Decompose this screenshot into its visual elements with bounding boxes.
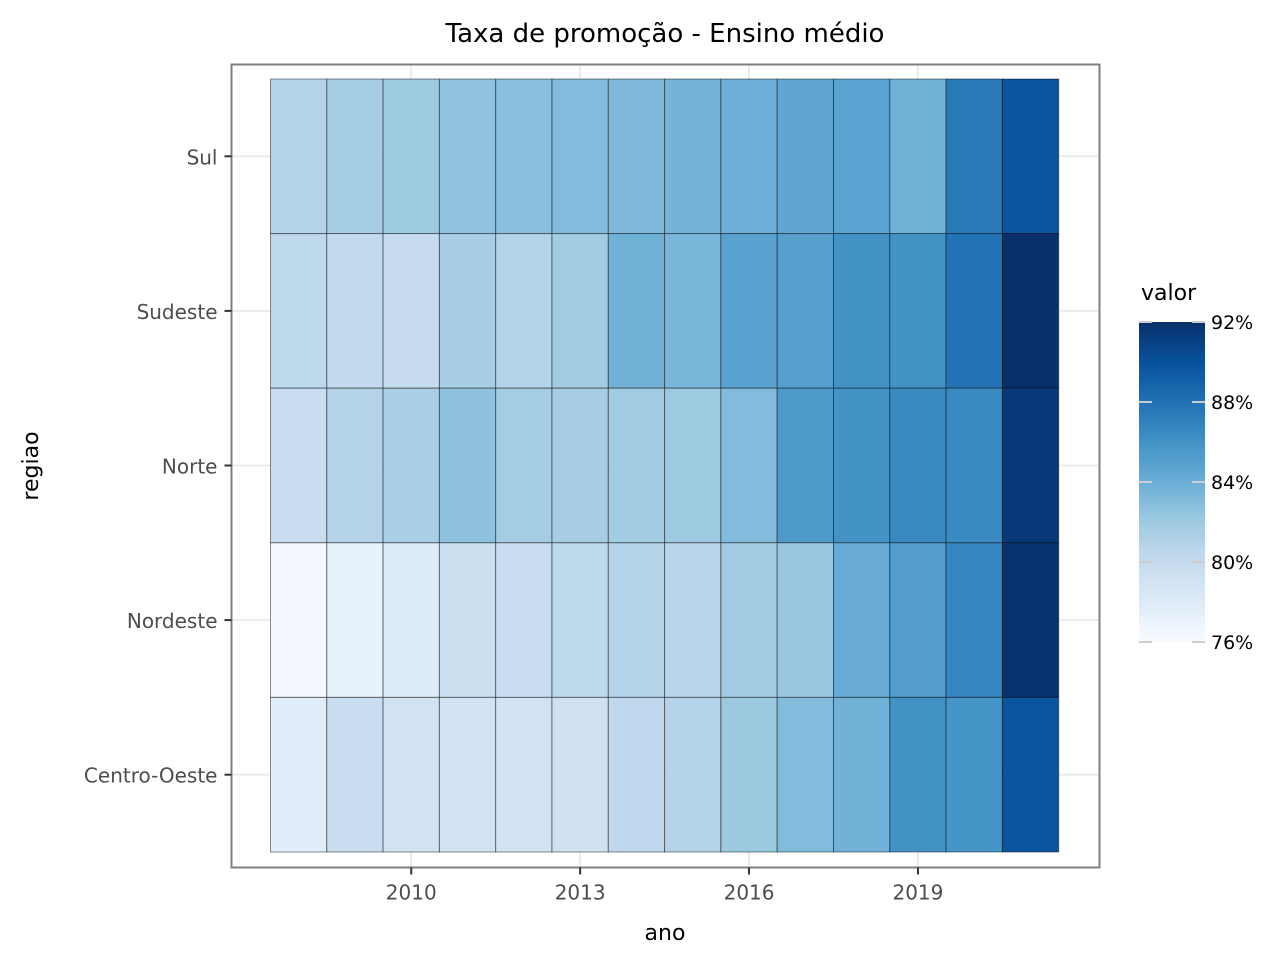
legend-tick-label: 92%	[1211, 312, 1253, 334]
legend-tick-label: 88%	[1211, 392, 1253, 414]
heatmap-cell	[664, 78, 722, 235]
heatmap-cell	[889, 542, 947, 698]
heatmap-cell	[382, 233, 440, 389]
heatmap-cell	[945, 78, 1003, 235]
y-axis-label: regiao	[19, 431, 44, 500]
legend-tick-label: 80%	[1211, 552, 1253, 574]
x-tick-label: 2019	[892, 881, 943, 905]
heatmap-cell	[326, 542, 384, 698]
heatmap-cell	[270, 387, 328, 544]
heatmap-cell	[664, 233, 722, 389]
heatmap-cell	[382, 78, 440, 235]
heatmap-cell	[720, 233, 778, 389]
heatmap-cell	[1001, 696, 1060, 853]
heatmap-cell	[889, 387, 947, 544]
legend-tick-label: 84%	[1211, 472, 1253, 494]
x-tick-label: 2016	[724, 881, 775, 905]
legend-tick-label: 76%	[1211, 632, 1253, 654]
heatmap-cell	[945, 387, 1003, 544]
heatmap-cell	[495, 696, 553, 853]
heatmap-cell	[1001, 233, 1060, 389]
heatmap-cell	[551, 233, 609, 389]
heatmap-cell	[270, 78, 328, 235]
heatmap-cell	[833, 233, 891, 389]
heatmap-cell	[382, 387, 440, 544]
heatmap-cell	[776, 233, 835, 389]
heatmap-cell	[551, 387, 609, 544]
heatmap-cell	[382, 696, 440, 853]
legend: valor 76% 80% 84% 88% 92%	[1139, 281, 1253, 654]
heatmap-cell	[889, 696, 947, 853]
heatmap-cell	[833, 696, 891, 853]
x-axis: 2010 2013 2016 2019	[386, 867, 943, 905]
x-tick-label: 2013	[555, 881, 606, 905]
heatmap-cell	[720, 696, 778, 853]
heatmap-cell	[1001, 542, 1060, 698]
y-tick-label: Norte	[162, 455, 218, 479]
heatmap-cell	[438, 233, 497, 389]
legend-ticks: 76% 80% 84% 88% 92%	[1139, 312, 1253, 654]
heatmap-cell	[495, 387, 553, 544]
heatmap-cell	[833, 387, 891, 544]
y-axis: Sul Sudeste Norte Nordeste Centro-Oeste	[84, 145, 232, 788]
heatmap-cell	[326, 78, 384, 235]
heatmap-cell	[1001, 78, 1060, 235]
heatmap-cell	[607, 233, 666, 389]
heatmap-cell	[720, 78, 778, 235]
heatmap-cell	[889, 78, 947, 235]
heatmap-cell	[495, 78, 553, 235]
heatmap-cell	[607, 696, 666, 853]
heatmap-cell	[720, 542, 778, 698]
heatmap-cell	[664, 696, 722, 853]
heatmap-cell	[270, 542, 328, 698]
heatmap-cell	[270, 696, 328, 853]
heatmap-cell	[270, 233, 328, 389]
y-tick-label: Sudeste	[137, 300, 218, 324]
heatmap-cell	[776, 387, 835, 544]
heatmap-cell	[1001, 387, 1060, 544]
heatmap-cell	[326, 696, 384, 853]
heatmap-cell	[438, 78, 497, 235]
heatmap-cell	[495, 233, 553, 389]
y-tick-label: Sul	[187, 145, 218, 169]
x-axis-label: ano	[645, 921, 686, 946]
heatmap-cell	[438, 696, 497, 853]
heatmap-cell	[551, 542, 609, 698]
heatmap-cell	[664, 387, 722, 544]
heatmap-cell	[945, 696, 1003, 853]
heatmap-cell	[326, 387, 384, 544]
heatmap-cell	[607, 542, 666, 698]
heatmap-cell	[776, 542, 835, 698]
heatmap-cell	[607, 78, 666, 235]
heatmap-cell	[720, 387, 778, 544]
y-tick-label: Nordeste	[127, 609, 218, 633]
heatmap-cell	[438, 542, 497, 698]
heatmap-cell	[945, 233, 1003, 389]
heatmap-cell	[551, 78, 609, 235]
heatmap-cell	[945, 542, 1003, 698]
heatmap-cell	[438, 387, 497, 544]
heatmap-cell	[551, 696, 609, 853]
heatmap-cell	[326, 233, 384, 389]
x-tick-label: 2010	[386, 881, 437, 905]
y-tick-label: Centro-Oeste	[84, 764, 218, 788]
heatmap-cell	[664, 542, 722, 698]
heatmap-cell	[833, 78, 891, 235]
heatmap-cell	[382, 542, 440, 698]
heatmap-cells	[270, 78, 1060, 853]
heatmap-cell	[776, 696, 835, 853]
heatmap-cell	[776, 78, 835, 235]
chart-title: Taxa de promoção - Ensino médio	[445, 19, 885, 49]
legend-title: valor	[1141, 281, 1197, 306]
heatmap-cell	[889, 233, 947, 389]
heatmap-cell	[607, 387, 666, 544]
heatmap-cell	[495, 542, 553, 698]
heatmap-cell	[833, 542, 891, 698]
